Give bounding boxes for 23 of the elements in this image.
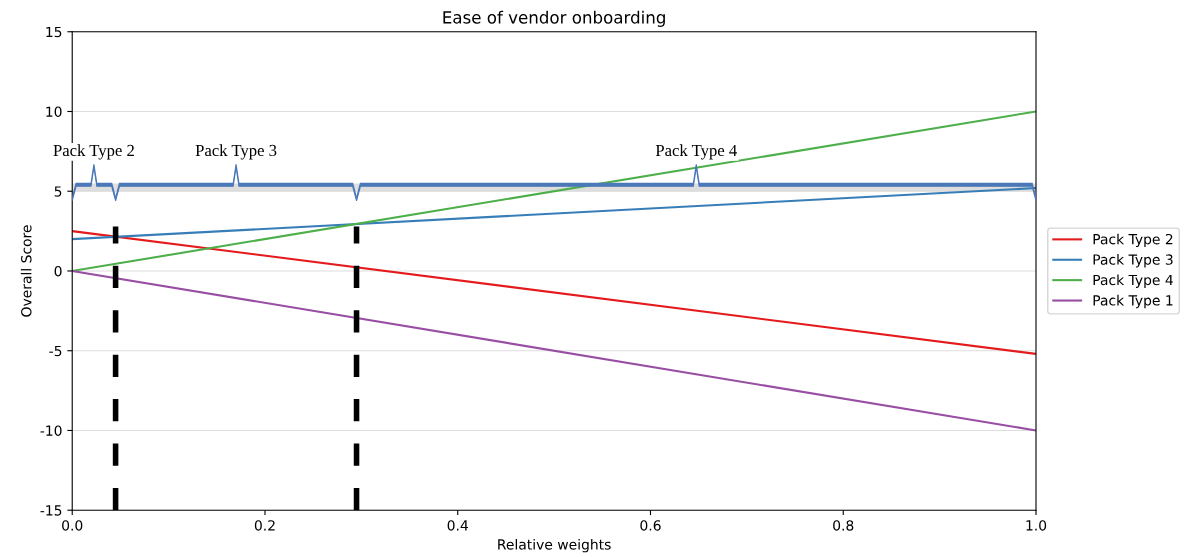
legend-label: Pack Type 2 bbox=[1093, 233, 1173, 248]
x-tick-label: 0.6 bbox=[640, 520, 661, 531]
y-tick-label: -10 bbox=[40, 425, 62, 436]
x-tick-label: 0.4 bbox=[447, 520, 468, 531]
y-axis-title: Overall Score bbox=[20, 225, 32, 317]
x-tick-label: 1.0 bbox=[1026, 520, 1047, 531]
y-tick-label: 0 bbox=[54, 265, 62, 277]
chart-title: Ease of vendor onboarding bbox=[443, 10, 665, 27]
y-tick-label: 5 bbox=[54, 186, 62, 197]
x-axis-title: Relative weights bbox=[498, 538, 611, 553]
annotation: Pack Type 3 bbox=[195, 144, 277, 160]
legend-label: Pack Type 4 bbox=[1093, 274, 1173, 288]
y-tick-label: 15 bbox=[46, 26, 62, 38]
legend-label: Pack Type 3 bbox=[1093, 254, 1173, 268]
x-tick-label: 0.2 bbox=[254, 520, 275, 531]
x-tick-label: 0.0 bbox=[62, 520, 83, 531]
y-tick-label: -15 bbox=[40, 505, 62, 516]
x-tick-label: 0.8 bbox=[833, 520, 854, 531]
legend-label: Pack Type 1 bbox=[1093, 294, 1173, 309]
y-tick-label: 10 bbox=[46, 106, 62, 117]
annotation: Pack Type 2 bbox=[53, 144, 134, 160]
annotation: Pack Type 4 bbox=[655, 144, 737, 160]
y-tick-label: -5 bbox=[49, 345, 62, 357]
